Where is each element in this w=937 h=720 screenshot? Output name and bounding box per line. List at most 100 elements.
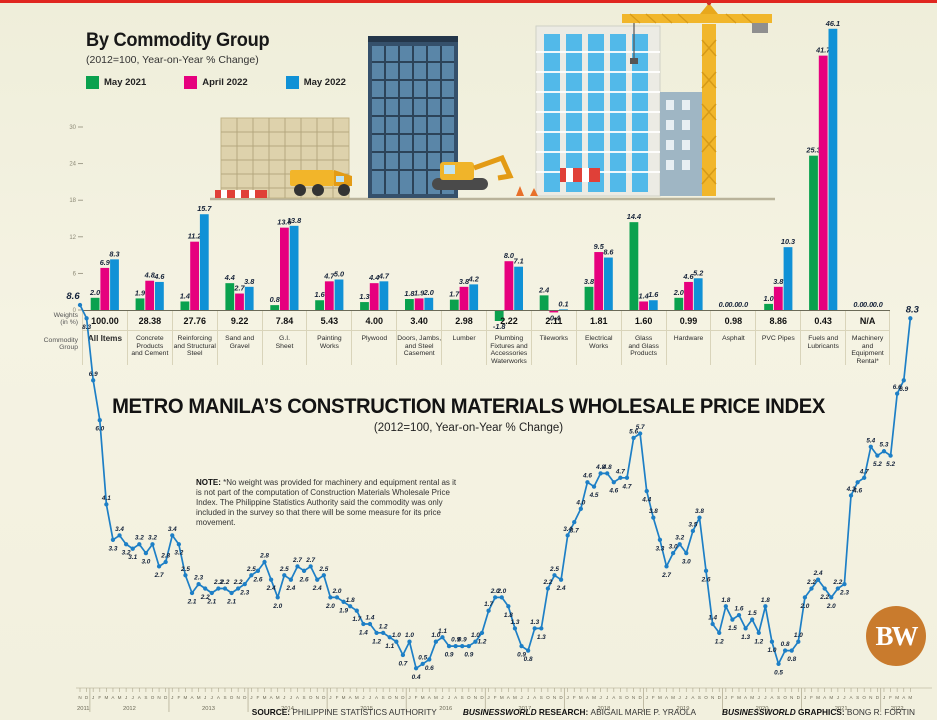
line-point	[229, 590, 234, 596]
footer-segment: SOURCE: PHILIPPINE STATISTICS AUTHORITY	[252, 707, 437, 717]
line-value-label: 1.0	[431, 632, 440, 639]
line-value-label: 0.5	[418, 654, 427, 661]
axis-month-label: J	[843, 695, 845, 700]
line-point	[657, 537, 663, 542]
commodity-cell: 28.38 Concrete Products and Cement	[126, 311, 172, 366]
line-point	[440, 635, 445, 640]
bar-chart-header: By Commodity Group (2012=100, Year-on-Ye…	[86, 30, 277, 66]
line-point	[670, 550, 676, 556]
line-value-label: 2.5	[180, 566, 190, 573]
bar-value-label: 13.8	[287, 216, 302, 225]
commodity-label: Machinery and Equipment Rental*	[851, 335, 884, 365]
line-value-label: 2.5	[549, 566, 559, 573]
axis-month-label: M	[737, 695, 741, 700]
line-value-label: 2.2	[806, 579, 816, 586]
line-point	[394, 639, 399, 644]
line-point	[110, 537, 116, 542]
weight-value: 0.99	[666, 311, 711, 331]
line-point	[413, 666, 419, 671]
bar	[110, 259, 119, 310]
commodity-cell: 4.00 Plywood	[351, 311, 397, 366]
line-point	[308, 564, 313, 569]
axis-month-label: O	[309, 695, 313, 700]
commodity-label: Reinforcing and Structural Steel	[173, 335, 216, 358]
axis-month-label: J	[408, 695, 410, 700]
line-point	[486, 608, 491, 613]
weight-value: 2.22	[487, 311, 531, 331]
line-value-label: 2.4	[266, 585, 276, 592]
bar-value-label: 3.8	[459, 277, 470, 286]
line-point	[796, 639, 801, 644]
axis-month-label: F	[257, 695, 260, 700]
line-point	[143, 550, 149, 556]
line-value-label: 6.9	[899, 386, 908, 393]
axis-month-label: F	[731, 695, 734, 700]
footer-segment: BUSINESSWORLD GRAPHICS: BONG R. FORTIN	[722, 707, 915, 717]
axis-month-label: J	[685, 695, 687, 700]
axis-month-label: J	[448, 695, 450, 700]
weight-value: 28.38	[127, 311, 172, 331]
commodity-label: Painting Works	[317, 335, 342, 350]
line-value-label: 2.6	[701, 576, 711, 583]
bar-value-label: 0.0	[853, 300, 863, 309]
bar-value-label: 4.4	[368, 273, 379, 282]
bar-group: 1.3 4.4 4.7	[359, 271, 390, 310]
main-title-block: METRO MANILA’S CONSTRUCTION MATERIALS WH…	[0, 394, 937, 434]
bar-value-label: 8.0	[504, 251, 514, 260]
axis-month-label: N	[316, 695, 319, 700]
axis-month-label: N	[553, 695, 556, 700]
bar-value-label: 2.7	[233, 284, 245, 293]
bar-group: 4.4 2.73.8	[224, 273, 255, 310]
commodity-label: Plumbing Fixtures and Accessories Waterw…	[490, 335, 528, 365]
bar	[90, 297, 100, 310]
axis-month-label: O	[783, 695, 787, 700]
bar	[828, 28, 838, 310]
logo-text: BW	[875, 620, 918, 651]
bar-chart-title: By Commodity Group	[86, 30, 270, 51]
line-point	[703, 568, 709, 573]
note-label: NOTE:	[196, 478, 221, 487]
line-point	[170, 533, 175, 538]
line-value-label: 2.0	[490, 588, 500, 595]
line-point	[598, 471, 603, 476]
line-point	[769, 639, 775, 644]
line-value-label: 1.2	[478, 638, 487, 645]
bar	[469, 284, 479, 310]
businessworld-logo: BW	[866, 606, 926, 666]
axis-month-label: A	[454, 695, 458, 700]
bar-value-label: 0.0	[728, 300, 738, 309]
line-point	[829, 595, 834, 600]
line-point	[789, 648, 794, 653]
bar-value-label: 0.0	[719, 300, 729, 309]
line-point	[262, 559, 267, 565]
line-point	[288, 577, 294, 582]
bar-value-label: 7.1	[514, 257, 524, 266]
line-value-label: 2.6	[252, 576, 262, 583]
line-value-label: 2.7	[154, 572, 164, 579]
axis-month-label: M	[434, 695, 438, 700]
bar	[414, 298, 424, 310]
line-value-label: 3.1	[128, 554, 137, 561]
line-value-label: 3.0	[669, 544, 678, 551]
bar-chart-subtitle: (2012=100, Year-on-Year % Change)	[86, 54, 259, 66]
axis-month-label: D	[243, 695, 247, 700]
line-point	[400, 652, 406, 658]
line-value-label: 2.7	[305, 557, 315, 564]
axis-year-label: 2012	[123, 706, 136, 712]
commodity-cell: 0.98 Asphalt	[710, 311, 756, 366]
bar	[369, 283, 379, 310]
bar-group: 3.8 9.58.6	[584, 242, 614, 310]
line-value-label: 2.2	[233, 579, 243, 586]
main-title: METRO MANILA’S CONSTRUCTION MATERIALS WH…	[112, 394, 825, 418]
commodity-cell: 2.98 Lumber	[441, 311, 487, 366]
line-value-label: 0.9	[458, 637, 467, 644]
line-point	[618, 475, 623, 480]
bar	[459, 286, 469, 310]
axis-month-label: A	[270, 695, 274, 700]
axis-month-label: J	[362, 695, 364, 700]
svg-text:18: 18	[69, 198, 76, 204]
axis-month-label: O	[467, 695, 471, 700]
line-point	[888, 453, 893, 458]
bar	[199, 214, 209, 310]
axis-month-label: J	[804, 695, 806, 700]
